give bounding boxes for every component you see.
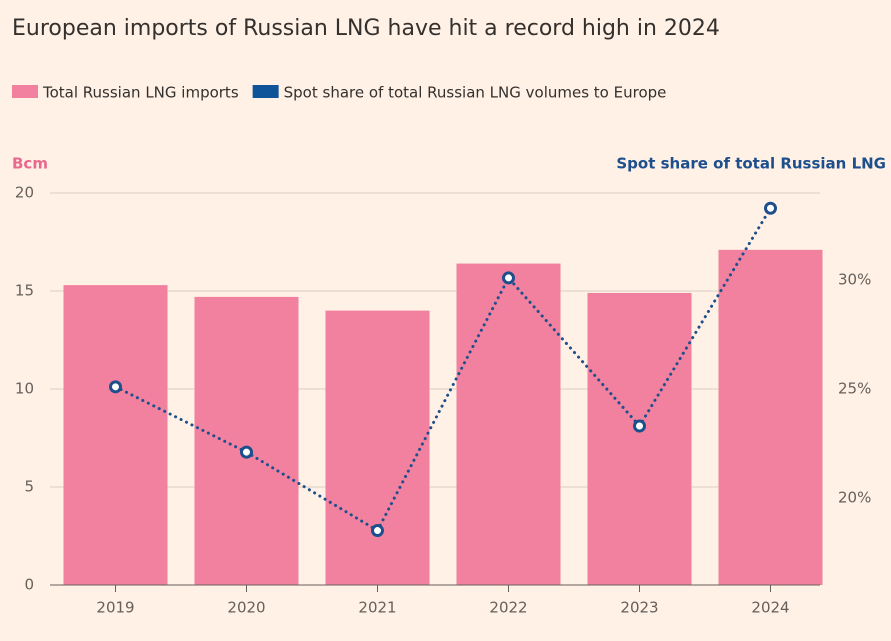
chart-title: European imports of Russian LNG have hit… bbox=[12, 16, 720, 41]
legend-label: Spot share of total Russian LNG volumes … bbox=[284, 84, 667, 102]
x-tick-label: 2020 bbox=[227, 599, 265, 617]
x-tick-label: 2021 bbox=[358, 599, 396, 617]
line-marker bbox=[633, 419, 646, 433]
y2-axis-label: Spot share of total Russian LNG bbox=[616, 155, 886, 173]
legend-label: Total Russian LNG imports bbox=[42, 84, 239, 102]
y-tick-label: 5 bbox=[24, 478, 34, 496]
bar bbox=[194, 296, 299, 585]
line-marker bbox=[109, 380, 122, 394]
bar bbox=[718, 249, 823, 585]
line-marker bbox=[764, 201, 777, 215]
bar bbox=[63, 285, 168, 585]
x-tick-label: 2023 bbox=[620, 599, 658, 617]
legend-swatch bbox=[252, 85, 279, 98]
y-tick-label: 0 bbox=[24, 576, 34, 594]
x-tick-label: 2022 bbox=[489, 599, 527, 617]
line-marker bbox=[502, 271, 515, 285]
line-marker bbox=[371, 524, 384, 538]
y2-tick-label: 30% bbox=[838, 271, 871, 289]
y2-tick-label: 25% bbox=[838, 380, 871, 398]
x-tick-label: 2019 bbox=[96, 599, 134, 617]
bar bbox=[587, 292, 692, 585]
x-tick-label: 2024 bbox=[751, 599, 789, 617]
y-tick-label: 20 bbox=[15, 184, 34, 202]
line bbox=[114, 206, 772, 533]
y-tick-label: 10 bbox=[15, 380, 34, 398]
bar bbox=[456, 263, 561, 585]
y2-tick-label: 20% bbox=[838, 488, 871, 506]
bar bbox=[325, 310, 430, 585]
legend-swatch bbox=[12, 85, 38, 98]
y-axis-label: Bcm bbox=[12, 155, 48, 173]
line-marker bbox=[240, 445, 253, 459]
y-tick-label: 15 bbox=[15, 282, 34, 300]
